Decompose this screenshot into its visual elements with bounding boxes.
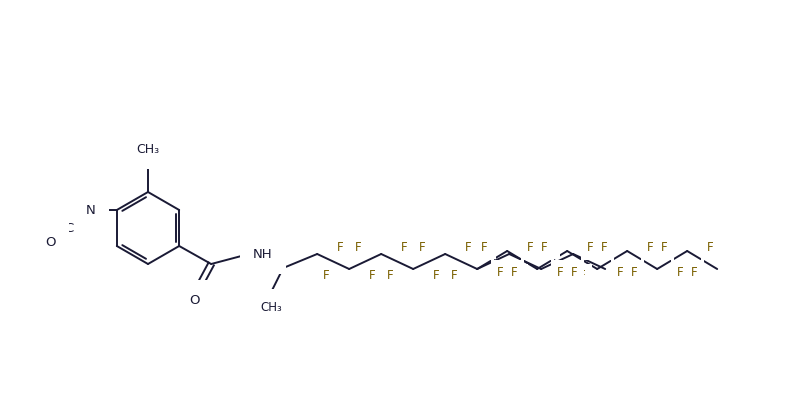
Text: F: F bbox=[419, 241, 426, 253]
Text: F: F bbox=[586, 241, 593, 254]
Text: F: F bbox=[676, 267, 683, 279]
Text: F: F bbox=[529, 241, 535, 253]
Text: F: F bbox=[601, 241, 607, 254]
Text: F: F bbox=[481, 241, 487, 254]
Text: F: F bbox=[526, 241, 533, 254]
Text: F: F bbox=[541, 241, 547, 254]
Text: F: F bbox=[593, 241, 599, 253]
Text: F: F bbox=[547, 241, 554, 253]
Text: O: O bbox=[45, 237, 56, 249]
Text: O: O bbox=[189, 294, 200, 306]
Text: F: F bbox=[631, 267, 637, 279]
Text: F: F bbox=[401, 241, 407, 253]
Text: F: F bbox=[579, 269, 586, 282]
Text: F: F bbox=[691, 267, 697, 279]
Text: F: F bbox=[483, 241, 490, 253]
Text: F: F bbox=[496, 267, 503, 279]
Text: CH₃: CH₃ bbox=[136, 143, 160, 156]
Text: F: F bbox=[432, 269, 440, 282]
Text: F: F bbox=[451, 269, 457, 282]
Text: F: F bbox=[337, 241, 343, 253]
Text: F: F bbox=[661, 241, 667, 254]
Text: C: C bbox=[64, 221, 74, 235]
Text: F: F bbox=[616, 267, 623, 279]
Text: F: F bbox=[646, 241, 653, 254]
Text: F: F bbox=[465, 241, 471, 253]
Text: F: F bbox=[496, 269, 504, 282]
Text: F: F bbox=[511, 267, 517, 279]
Text: F: F bbox=[355, 241, 362, 253]
Text: NH: NH bbox=[253, 247, 272, 261]
Text: F: F bbox=[560, 269, 567, 282]
Text: F: F bbox=[571, 267, 577, 279]
Text: F: F bbox=[369, 269, 375, 282]
Text: N: N bbox=[86, 203, 96, 217]
Text: F: F bbox=[556, 267, 563, 279]
Text: CH₃: CH₃ bbox=[260, 301, 282, 314]
Text: F: F bbox=[706, 241, 713, 254]
Text: F: F bbox=[387, 269, 393, 282]
Text: F: F bbox=[515, 269, 521, 282]
Text: F: F bbox=[323, 269, 330, 282]
